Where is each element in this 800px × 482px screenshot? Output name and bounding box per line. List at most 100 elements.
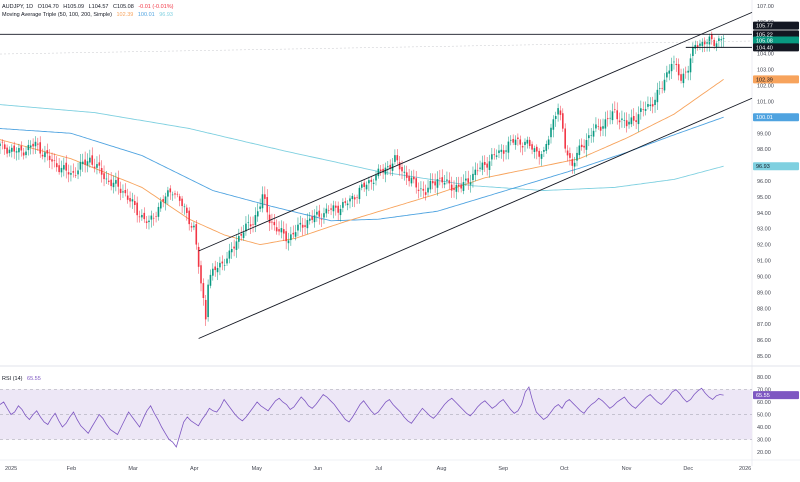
candle-body bbox=[495, 155, 498, 157]
candle-body bbox=[623, 120, 626, 121]
price-axis[interactable]: 107.00106.00105.00104.00103.00102.00101.… bbox=[757, 4, 774, 360]
candle-body bbox=[583, 145, 585, 148]
candle-body bbox=[131, 199, 134, 202]
candle-body bbox=[578, 145, 581, 156]
candle-body bbox=[209, 274, 212, 286]
candle-body bbox=[204, 299, 207, 320]
rsi-tick-label: 40.00 bbox=[757, 425, 771, 431]
time-axis[interactable]: 2025 Feb Mar Apr May Jun Jul Aug Sep Oct Nov Dec 202… bbox=[5, 466, 751, 472]
candle-body bbox=[647, 104, 649, 107]
candle-body bbox=[122, 191, 124, 193]
candle-body bbox=[628, 121, 630, 125]
candle-body bbox=[469, 182, 472, 185]
candle-body bbox=[375, 175, 377, 181]
candle-body bbox=[656, 89, 659, 103]
resistance-tag: 105.22 bbox=[756, 32, 773, 38]
candle-body bbox=[640, 108, 642, 112]
ma100-tag: 100.01 bbox=[756, 115, 773, 121]
candle-body bbox=[162, 199, 164, 202]
candle-body bbox=[531, 144, 533, 150]
candle-body bbox=[576, 152, 578, 161]
candle-body bbox=[332, 205, 335, 212]
candle-body bbox=[327, 210, 330, 211]
ma-label[interactable]: Moving Average Triple (50, 100, 200, Sim… bbox=[2, 12, 112, 18]
candle-body bbox=[642, 109, 645, 110]
candle-body bbox=[152, 217, 155, 219]
candle-body bbox=[200, 265, 202, 284]
candle-body bbox=[240, 234, 243, 236]
candle-body bbox=[528, 139, 531, 147]
candle-body bbox=[573, 162, 576, 167]
time-tick-label: Nov bbox=[622, 466, 632, 472]
candle-body bbox=[580, 144, 583, 148]
rsi-tick-label: 60.00 bbox=[757, 400, 771, 406]
symbol-label[interactable]: AUDJPY, 1D bbox=[2, 4, 34, 10]
candle-body bbox=[339, 208, 342, 216]
time-tick-label: Jun bbox=[313, 466, 322, 472]
candle-body bbox=[6, 147, 8, 154]
candle-body bbox=[422, 188, 425, 191]
candle-body bbox=[245, 223, 247, 232]
candle-body bbox=[316, 211, 318, 215]
candle-body bbox=[689, 58, 692, 73]
candle-body bbox=[342, 202, 344, 208]
candle-body bbox=[110, 179, 112, 187]
candle-body bbox=[604, 119, 607, 129]
time-tick-label: Oct bbox=[560, 466, 569, 472]
ma200-tag-bg bbox=[753, 162, 799, 171]
candle-body bbox=[519, 139, 522, 145]
candle-body bbox=[611, 111, 614, 121]
candle-body bbox=[720, 39, 723, 41]
candle-body bbox=[235, 241, 238, 250]
candle-body bbox=[405, 172, 408, 178]
close-value: C105.08 bbox=[113, 4, 134, 10]
candle-body bbox=[48, 155, 51, 161]
candle-body bbox=[44, 152, 46, 158]
candle-body bbox=[299, 222, 302, 225]
candle-body bbox=[98, 162, 101, 166]
ma200-line bbox=[0, 104, 724, 191]
candle-body bbox=[353, 197, 356, 200]
channel-lower-line[interactable] bbox=[198, 97, 753, 339]
candle-body bbox=[264, 194, 266, 199]
candle-body bbox=[63, 165, 65, 170]
candle-body bbox=[479, 167, 481, 169]
rsi-line bbox=[0, 386, 724, 448]
price-tick-label: 94.00 bbox=[757, 211, 771, 217]
candle-body bbox=[13, 145, 15, 152]
candle-body bbox=[228, 250, 231, 259]
candle-body bbox=[517, 137, 519, 139]
rsi-label[interactable]: RSI (14) bbox=[2, 376, 23, 382]
price-tick-label: 92.00 bbox=[757, 243, 771, 249]
candle-body bbox=[70, 173, 72, 175]
candle-body bbox=[65, 162, 68, 171]
rsi-axis[interactable]: 80.00 70.00 60.00 50.00 40.00 30.00 20.00 bbox=[757, 375, 771, 456]
candle-body bbox=[8, 149, 11, 154]
price-tick-label: 104.00 bbox=[757, 52, 774, 58]
support-tag: 104.40 bbox=[756, 45, 773, 51]
candle-body bbox=[448, 180, 451, 184]
candle-body bbox=[72, 171, 75, 173]
candle-body bbox=[193, 225, 195, 228]
candle-body bbox=[103, 173, 105, 180]
candle-body bbox=[273, 221, 276, 226]
candle-body bbox=[207, 284, 209, 318]
time-tick-label: Aug bbox=[437, 466, 447, 472]
candle-body bbox=[538, 150, 540, 157]
candle-body bbox=[136, 202, 138, 216]
candle-body bbox=[644, 109, 647, 111]
candle-body bbox=[666, 72, 668, 78]
candle-body bbox=[491, 154, 493, 160]
rsi-tick-label: 30.00 bbox=[757, 438, 771, 444]
channel-upper-line[interactable] bbox=[198, 11, 753, 252]
candle-body bbox=[164, 196, 167, 204]
candle-body bbox=[290, 234, 292, 241]
candle-body bbox=[266, 197, 269, 213]
candle-body bbox=[346, 203, 349, 206]
change-value: -0.01 (-0.01%) bbox=[138, 4, 174, 10]
candle-body bbox=[547, 139, 550, 146]
candle-body bbox=[55, 163, 58, 168]
candle-body bbox=[119, 188, 122, 193]
candle-body bbox=[420, 188, 422, 190]
